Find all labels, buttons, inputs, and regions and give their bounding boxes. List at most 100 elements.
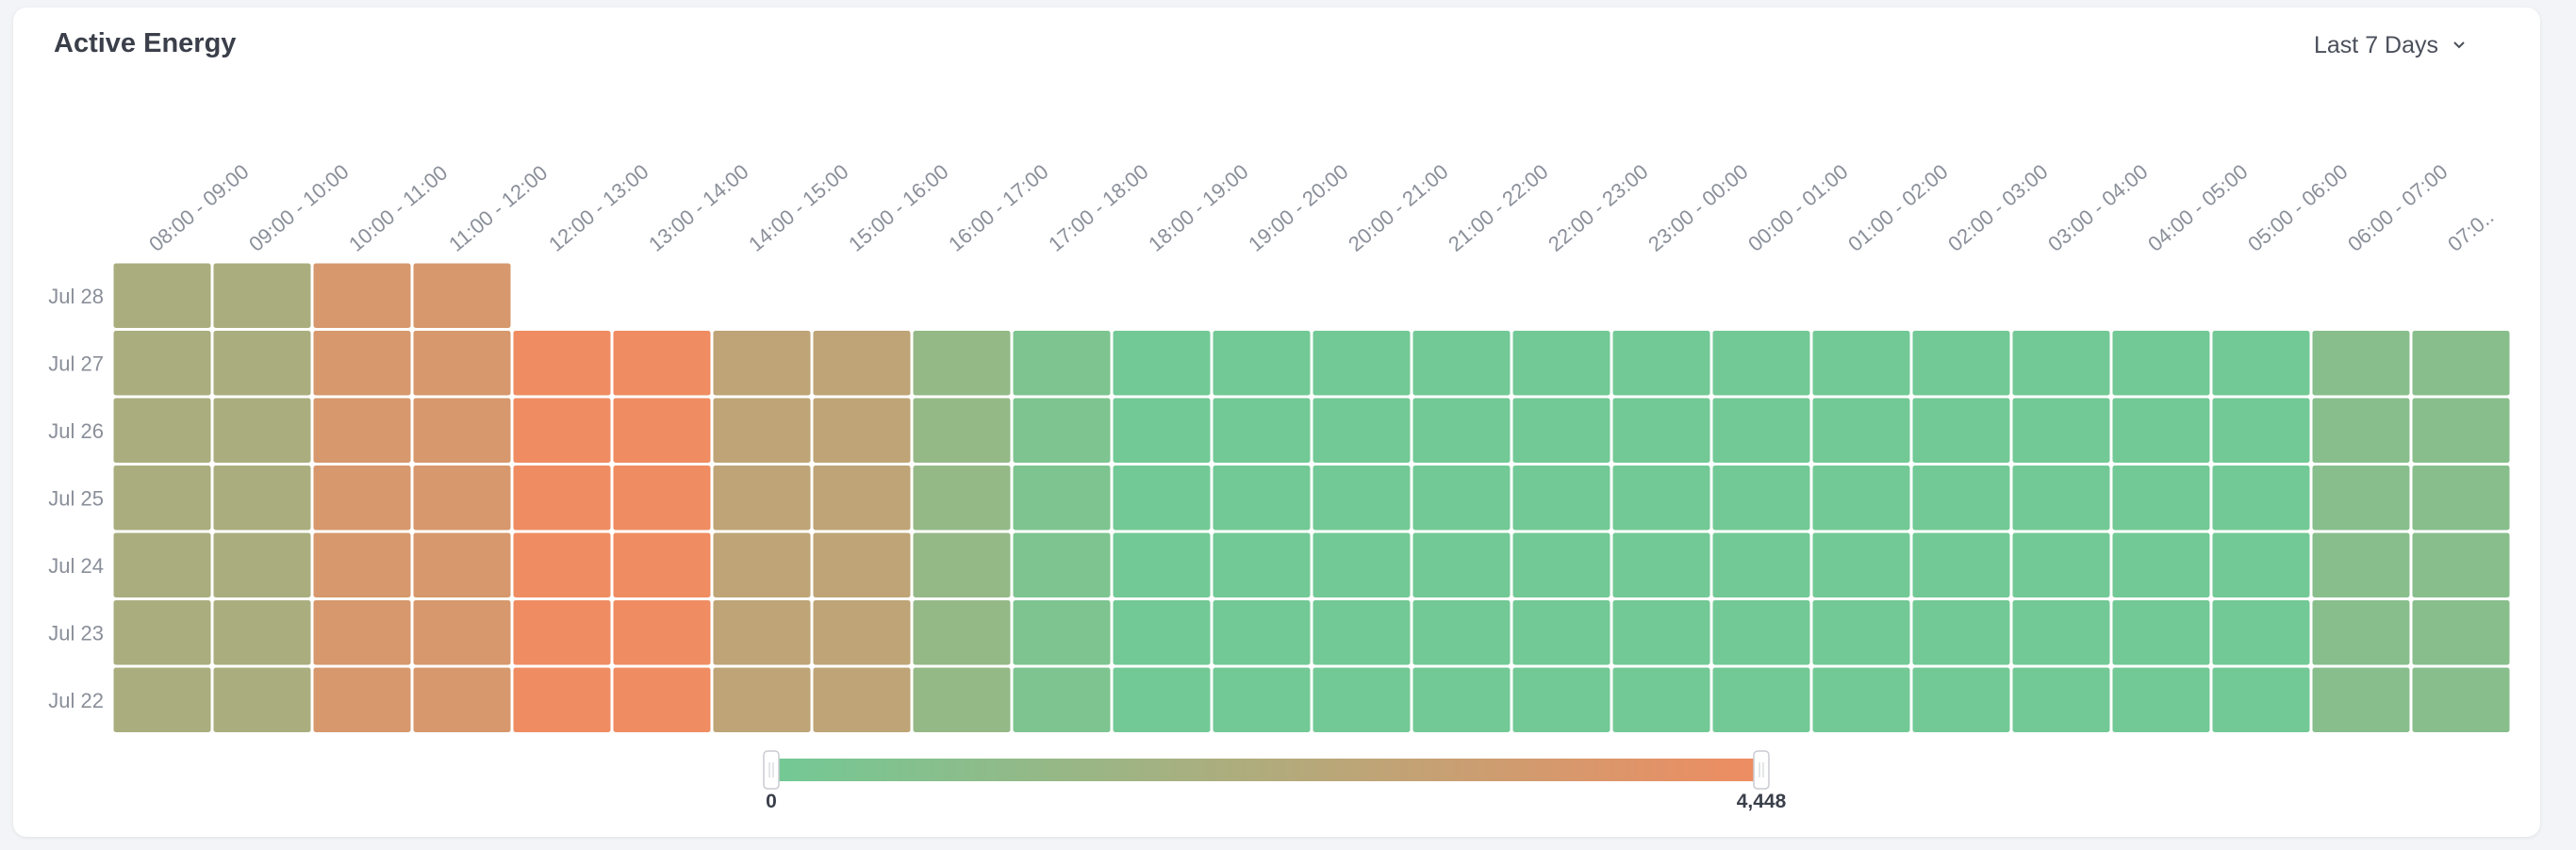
heatmap-cell[interactable] xyxy=(2311,666,2411,733)
heatmap-cell[interactable] xyxy=(312,531,412,598)
heatmap-cell[interactable] xyxy=(612,666,712,733)
legend-min-handle[interactable] xyxy=(763,750,780,790)
heatmap-cell[interactable] xyxy=(1112,666,1212,733)
heatmap-cell[interactable] xyxy=(2011,531,2111,598)
heatmap-cell[interactable] xyxy=(112,666,212,733)
heatmap-cell[interactable] xyxy=(1911,599,2011,666)
heatmap-cell[interactable] xyxy=(212,330,312,397)
heatmap-cell[interactable] xyxy=(1212,666,1312,733)
heatmap-cell[interactable] xyxy=(2111,330,2211,397)
heatmap-cell[interactable] xyxy=(212,262,312,329)
heatmap-cell[interactable] xyxy=(512,666,612,733)
heatmap-cell[interactable] xyxy=(612,531,712,598)
heatmap-cell[interactable] xyxy=(412,465,512,531)
heatmap-cell[interactable] xyxy=(1412,465,1511,531)
heatmap-cell[interactable] xyxy=(212,531,312,598)
heatmap-cell[interactable] xyxy=(112,531,212,598)
heatmap-cell[interactable] xyxy=(2411,397,2511,464)
heatmap-cell[interactable] xyxy=(712,531,812,598)
heatmap-cell[interactable] xyxy=(1511,397,1611,464)
heatmap-cell[interactable] xyxy=(1412,599,1511,666)
heatmap-cell[interactable] xyxy=(2311,397,2411,464)
heatmap-cell[interactable] xyxy=(1112,531,1212,598)
heatmap-cell[interactable] xyxy=(212,599,312,666)
heatmap-cell[interactable] xyxy=(1511,666,1611,733)
heatmap-cell[interactable] xyxy=(1711,531,1811,598)
heatmap-cell[interactable] xyxy=(1911,397,2011,464)
heatmap-cell[interactable] xyxy=(112,262,212,329)
heatmap-cell[interactable] xyxy=(1212,330,1312,397)
heatmap-cell[interactable] xyxy=(212,465,312,531)
heatmap-cell[interactable] xyxy=(812,465,912,531)
heatmap-cell[interactable] xyxy=(1212,599,1312,666)
heatmap-cell[interactable] xyxy=(1412,397,1511,464)
heatmap-cell[interactable] xyxy=(1811,531,1911,598)
heatmap-cell[interactable] xyxy=(912,397,1012,464)
heatmap-cell[interactable] xyxy=(1511,531,1611,598)
heatmap-cell[interactable] xyxy=(1012,599,1112,666)
heatmap-cell[interactable] xyxy=(112,465,212,531)
heatmap-cell[interactable] xyxy=(1711,397,1811,464)
heatmap-cell[interactable] xyxy=(512,599,612,666)
heatmap-cell[interactable] xyxy=(2011,330,2111,397)
heatmap-cell[interactable] xyxy=(412,666,512,733)
heatmap-cell[interactable] xyxy=(912,465,1012,531)
heatmap-cell[interactable] xyxy=(412,330,512,397)
heatmap-cell[interactable] xyxy=(1511,330,1611,397)
legend-max-handle[interactable] xyxy=(1753,750,1770,790)
heatmap-cell[interactable] xyxy=(612,397,712,464)
heatmap-cell[interactable] xyxy=(2211,666,2311,733)
heatmap-cell[interactable] xyxy=(2211,531,2311,598)
heatmap-cell[interactable] xyxy=(2311,599,2411,666)
heatmap-cell[interactable] xyxy=(2211,465,2311,531)
heatmap-cell[interactable] xyxy=(2211,599,2311,666)
heatmap-cell[interactable] xyxy=(2411,599,2511,666)
heatmap-cell[interactable] xyxy=(312,666,412,733)
heatmap-cell[interactable] xyxy=(1911,531,2011,598)
heatmap-cell[interactable] xyxy=(312,599,412,666)
heatmap-cell[interactable] xyxy=(812,531,912,598)
heatmap-cell[interactable] xyxy=(412,397,512,464)
heatmap-cell[interactable] xyxy=(712,666,812,733)
heatmap-cell[interactable] xyxy=(1112,599,1212,666)
heatmap-cell[interactable] xyxy=(912,599,1012,666)
heatmap-cell[interactable] xyxy=(1012,330,1112,397)
heatmap-cell[interactable] xyxy=(1911,666,2011,733)
heatmap-cell[interactable] xyxy=(2211,397,2311,464)
heatmap-cell[interactable] xyxy=(1012,666,1112,733)
heatmap-cell[interactable] xyxy=(712,599,812,666)
heatmap-cell[interactable] xyxy=(812,330,912,397)
heatmap-cell[interactable] xyxy=(512,330,612,397)
heatmap-cell[interactable] xyxy=(1911,465,2011,531)
heatmap-cell[interactable] xyxy=(1112,397,1212,464)
heatmap-cell[interactable] xyxy=(2311,330,2411,397)
heatmap-cell[interactable] xyxy=(1611,330,1711,397)
heatmap-cell[interactable] xyxy=(212,666,312,733)
heatmap-cell[interactable] xyxy=(612,599,712,666)
heatmap-cell[interactable] xyxy=(112,397,212,464)
heatmap-cell[interactable] xyxy=(1312,599,1412,666)
heatmap-cell[interactable] xyxy=(1412,531,1511,598)
heatmap-cell[interactable] xyxy=(1312,397,1412,464)
heatmap-cell[interactable] xyxy=(1511,599,1611,666)
heatmap-cell[interactable] xyxy=(1212,465,1312,531)
heatmap-cell[interactable] xyxy=(2111,531,2211,598)
heatmap-cell[interactable] xyxy=(2311,531,2411,598)
heatmap-cell[interactable] xyxy=(612,330,712,397)
heatmap-cell[interactable] xyxy=(1611,397,1711,464)
heatmap-cell[interactable] xyxy=(2011,397,2111,464)
heatmap-cell[interactable] xyxy=(1312,666,1412,733)
heatmap-cell[interactable] xyxy=(2011,465,2111,531)
heatmap-cell[interactable] xyxy=(2111,397,2211,464)
heatmap-cell[interactable] xyxy=(812,397,912,464)
heatmap-cell[interactable] xyxy=(1811,465,1911,531)
heatmap-cell[interactable] xyxy=(1711,465,1811,531)
heatmap-cell[interactable] xyxy=(1012,397,1112,464)
heatmap-cell[interactable] xyxy=(512,531,612,598)
heatmap-cell[interactable] xyxy=(412,262,512,329)
heatmap-cell[interactable] xyxy=(1312,330,1412,397)
heatmap-cell[interactable] xyxy=(312,262,412,329)
heatmap-cell[interactable] xyxy=(912,330,1012,397)
heatmap-cell[interactable] xyxy=(912,531,1012,598)
heatmap-cell[interactable] xyxy=(1611,599,1711,666)
